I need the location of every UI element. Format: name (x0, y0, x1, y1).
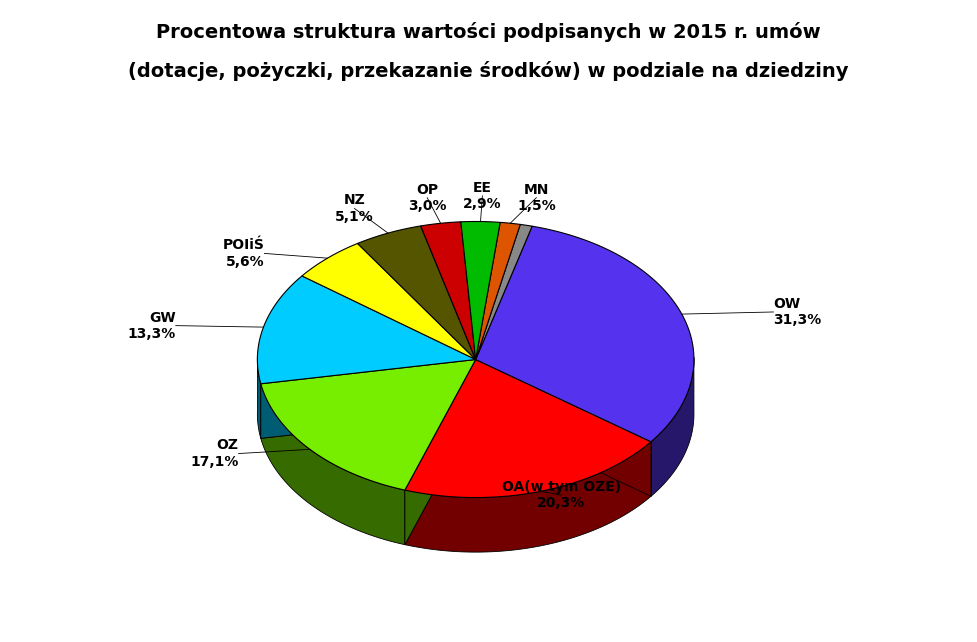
Polygon shape (476, 360, 651, 496)
Polygon shape (404, 442, 651, 552)
Polygon shape (476, 226, 694, 442)
Text: OP
3,0%: OP 3,0% (408, 183, 446, 213)
Text: MN
1,5%: MN 1,5% (517, 182, 556, 213)
Polygon shape (257, 356, 261, 438)
Polygon shape (261, 360, 476, 490)
Polygon shape (421, 221, 476, 360)
Polygon shape (476, 225, 532, 360)
Text: (dotacje, pożyczki, przekazanie środków) w podziale na dziedziny: (dotacje, pożyczki, przekazanie środków)… (128, 61, 849, 81)
Text: NZ
5,1%: NZ 5,1% (335, 193, 374, 223)
Text: OA(w tym OZE)
20,3%: OA(w tym OZE) 20,3% (502, 480, 621, 510)
Polygon shape (461, 221, 500, 360)
Polygon shape (261, 360, 476, 438)
Text: Procentowa struktura wartości podpisanych w 2015 r. umów: Procentowa struktura wartości podpisanyc… (156, 22, 821, 42)
Text: OW
31,3%: OW 31,3% (774, 297, 822, 327)
Polygon shape (302, 243, 476, 360)
Polygon shape (476, 360, 651, 496)
Text: GW
13,3%: GW 13,3% (128, 311, 176, 341)
Polygon shape (257, 276, 476, 384)
Text: EE
2,9%: EE 2,9% (463, 181, 502, 211)
Text: OZ
17,1%: OZ 17,1% (191, 438, 238, 469)
Polygon shape (404, 360, 651, 498)
Polygon shape (404, 360, 476, 544)
Polygon shape (476, 222, 521, 360)
Polygon shape (261, 384, 404, 544)
Text: POIiŚ
5,6%: POIiŚ 5,6% (223, 238, 265, 268)
Polygon shape (404, 360, 476, 544)
Polygon shape (261, 360, 476, 438)
Polygon shape (651, 358, 694, 496)
Polygon shape (358, 226, 476, 360)
